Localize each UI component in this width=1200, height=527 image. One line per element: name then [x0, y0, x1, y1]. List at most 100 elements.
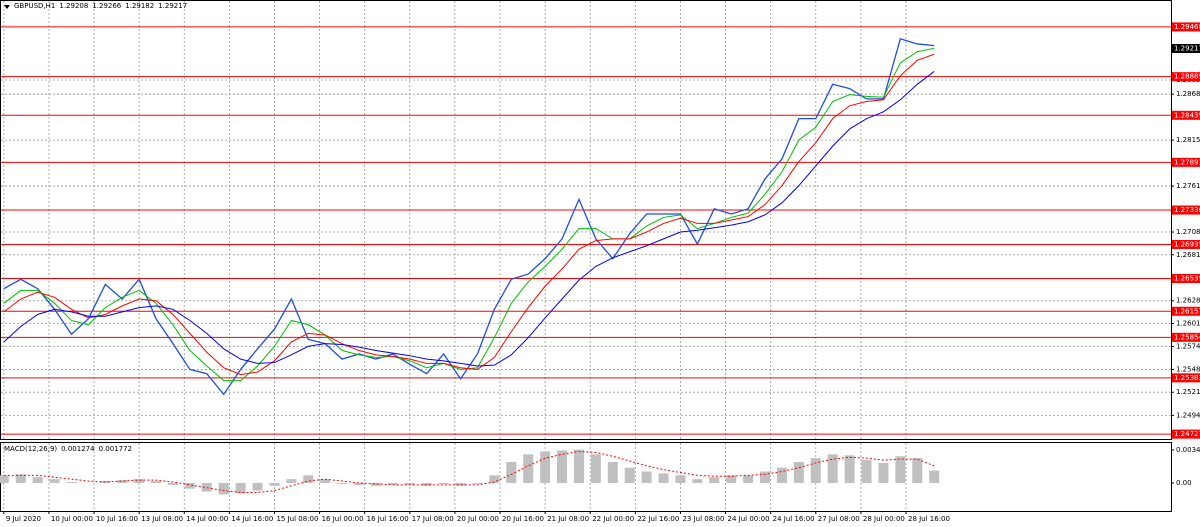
macd-bar [540, 451, 551, 483]
x-tick-label: 16 Jul 16:00 [367, 515, 409, 523]
x-tick-label: 20 Jul 16:00 [502, 515, 544, 523]
y-tick-label: 1.28685 [1176, 90, 1200, 98]
y-tick-label: 1.27615 [1176, 182, 1200, 190]
x-tick-label: 14 Jul 00:00 [186, 515, 228, 523]
macd-header: MACD(12,26,9) 0.001274 0.001772 [4, 445, 136, 453]
macd-bar [49, 479, 60, 483]
macd-value: 0.001274 [61, 445, 95, 453]
macd-bar [692, 479, 703, 483]
signal-value: 0.001772 [98, 445, 132, 453]
macd-bar [810, 458, 821, 483]
level-label-box [1172, 157, 1200, 167]
level-label-box [1172, 72, 1200, 82]
macd-bar [658, 473, 669, 483]
level-label-box [1172, 332, 1200, 342]
macd-bar [117, 480, 128, 483]
symbol-header: GBPUSD,H1 1.29208 1.29266 1.29182 1.29217 [14, 2, 191, 10]
low: 1.29182 [125, 2, 155, 10]
x-tick-label: 14 Jul 16:00 [231, 515, 273, 523]
x-tick-label: 24 Jul 00:00 [728, 515, 770, 523]
macd-bar [201, 482, 212, 492]
macd-bar [827, 454, 838, 483]
macd-bar [184, 482, 195, 489]
level-label-box [1172, 306, 1200, 316]
x-tick-label: 22 Jul 16:00 [637, 515, 679, 523]
level-label-box [1172, 373, 1200, 383]
x-tick-label: 16 Jul 00:00 [322, 515, 364, 523]
macd-bar [337, 482, 348, 484]
x-tick-label: 9 Jul 2020 [6, 515, 41, 523]
macd-bar [15, 474, 26, 483]
macd-bar [557, 450, 568, 483]
level-label: 1.25382 [1174, 374, 1200, 382]
x-tick-label: 17 Jul 08:00 [412, 515, 454, 523]
level-label: 1.27336 [1174, 206, 1200, 214]
macd-bar [776, 467, 787, 483]
macd-bar [641, 471, 652, 483]
macd-panel-frame [0, 442, 1172, 512]
level-label-box [1172, 22, 1200, 32]
x-tick-label: 21 Jul 08:00 [547, 515, 589, 523]
y-tick-label: 1.25215 [1176, 388, 1200, 396]
x-tick-label: 28 Jul 00:00 [863, 515, 905, 523]
level-label: 1.25854 [1174, 333, 1200, 341]
macd-bar [726, 475, 737, 483]
macd-bar [743, 475, 754, 483]
level-label-box [1172, 239, 1200, 249]
macd-bar [320, 479, 331, 483]
macd-bar [895, 456, 906, 483]
level-label: 1.28889 [1174, 73, 1200, 81]
x-tick-label: 20 Jul 00:00 [457, 515, 499, 523]
macd-bar [607, 461, 618, 483]
macd-bar [573, 449, 584, 483]
x-tick-label: 27 Jul 08:00 [818, 515, 860, 523]
symbol-menu-arrow[interactable] [4, 5, 10, 9]
symbol: GBPUSD,H1 [14, 2, 56, 10]
x-tick-label: 24 Jul 16:00 [773, 515, 815, 523]
x-tick-label: 10 Jul 00:00 [51, 515, 93, 523]
macd-bar [878, 462, 889, 483]
x-tick-label: 10 Jul 16:00 [96, 515, 138, 523]
macd-bar [218, 482, 229, 495]
y-tick-label: 1.28150 [1176, 136, 1200, 144]
series-line [3, 71, 935, 367]
macd-bar [455, 482, 466, 486]
y-tick-label: 1.26015 [1176, 319, 1200, 327]
macd-bar [286, 479, 297, 483]
macd-bar [760, 471, 771, 483]
level-label: 1.29468 [1174, 23, 1200, 31]
y-tick-label: 1.24945 [1176, 411, 1200, 419]
last-price-box [1172, 43, 1200, 53]
level-label-box [1172, 273, 1200, 283]
last-price-label: 1.29217 [1174, 44, 1200, 52]
macd-bar [387, 482, 398, 485]
y-tick-label: 1.26815 [1176, 251, 1200, 259]
macd-bar [354, 482, 365, 485]
macd-bar [506, 461, 517, 483]
level-label: 1.26935 [1174, 240, 1200, 248]
macd-bar [438, 482, 449, 484]
macd-bar [929, 470, 940, 483]
level-label: 1.26539 [1174, 274, 1200, 282]
macd-bar [252, 482, 263, 491]
macd-bar [912, 458, 923, 483]
macd-bar [269, 482, 280, 486]
macd-bar [0, 475, 9, 483]
macd-bar [523, 454, 534, 483]
high: 1.29266 [92, 2, 122, 10]
y-tick-label: 1.25746 [1176, 343, 1200, 351]
y-tick-label: 0.003461 [1176, 446, 1200, 454]
macd-bar [151, 481, 162, 483]
level-label: 1.28439 [1174, 111, 1200, 119]
series-line [3, 53, 935, 376]
open: 1.29208 [59, 2, 89, 10]
y-tick-label: 1.27080 [1176, 228, 1200, 236]
macd-bar [675, 475, 686, 483]
macd-bar [235, 482, 246, 494]
macd-bar [861, 460, 872, 483]
macd-bar [167, 482, 178, 485]
level-label-box [1172, 429, 1200, 439]
